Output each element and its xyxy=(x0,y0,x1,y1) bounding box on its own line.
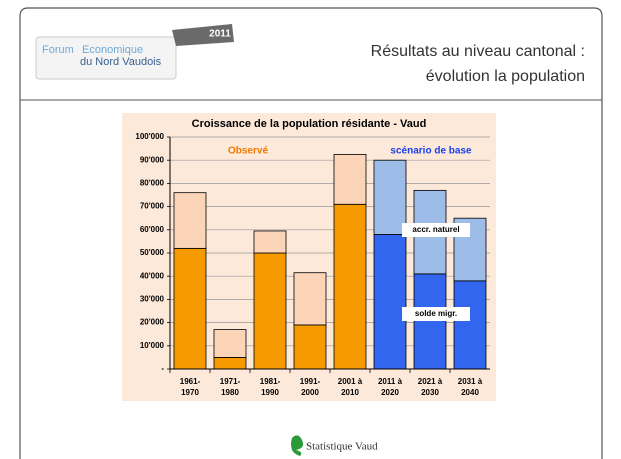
y-tick-label: 50'000 xyxy=(140,248,165,257)
y-tick-label: 60'000 xyxy=(140,225,165,234)
footer-text: Statistique Vaud xyxy=(306,441,378,453)
y-tick-label: 70'000 xyxy=(140,202,165,211)
logo: 2011 Forum Economique du Nord Vaudois xyxy=(35,24,234,80)
slide-frame xyxy=(19,7,603,459)
y-tick-label: 10'000 xyxy=(140,341,165,350)
bar-segment xyxy=(173,247,207,370)
bar-segment xyxy=(173,192,207,249)
y-tick-label: 90'000 xyxy=(140,155,165,164)
logo-text: du Nord Vaudois xyxy=(80,56,162,68)
x-tick-label: 2011 à 2020 xyxy=(378,377,403,397)
x-tick-label: 1971-1980 xyxy=(220,377,241,397)
bar-segment xyxy=(293,324,327,370)
logo-box xyxy=(35,36,177,80)
bar-segment xyxy=(253,230,287,254)
bar-segment xyxy=(293,272,327,326)
bar-segment xyxy=(333,153,367,205)
x-tick-label: 1991-2000 xyxy=(300,377,321,397)
x-tick-label: 1961-1970 xyxy=(180,377,201,397)
x-tick-label: 2031 à 2040 xyxy=(458,377,483,397)
logo-text: Economique xyxy=(82,44,143,56)
y-tick-label: 100'000 xyxy=(135,132,164,141)
bar-segment xyxy=(453,280,487,370)
series-label-box xyxy=(402,223,470,237)
footer: Statistique Vaud xyxy=(291,435,378,456)
series-label: solde migr. xyxy=(415,309,457,318)
logo-text: Forum xyxy=(42,44,74,56)
logo-badge xyxy=(172,24,234,46)
footer-logo xyxy=(291,435,304,456)
annotation: Observé xyxy=(228,146,268,157)
series-label-box xyxy=(402,307,470,321)
bar-segment xyxy=(373,159,407,235)
logo-edition: 2011 xyxy=(209,29,231,40)
annotation: scénario de base xyxy=(390,146,472,157)
series-label: accr. naturel xyxy=(412,225,459,234)
slide-title: évolution la population xyxy=(426,68,585,85)
y-tick-label: - xyxy=(161,364,164,373)
x-tick-label: 2021 à 2030 xyxy=(418,377,443,397)
x-tick-label: 2001 à 2010 xyxy=(338,377,363,397)
bar-segment xyxy=(213,356,247,370)
y-tick-label: 40'000 xyxy=(140,271,165,280)
y-tick-label: 30'000 xyxy=(140,295,165,304)
bar-segment xyxy=(373,234,407,370)
chart: Croissance de la population résidante - … xyxy=(122,113,496,401)
y-tick-label: 80'000 xyxy=(140,179,165,188)
x-tick-label: 1981-1990 xyxy=(260,377,281,397)
bar-segment xyxy=(213,329,247,358)
bar-segment xyxy=(413,273,447,370)
bar-segment xyxy=(253,252,287,370)
bar-segment xyxy=(333,203,367,370)
y-tick-label: 20'000 xyxy=(140,318,165,327)
slide-title: Résultats au niveau cantonal : xyxy=(371,43,585,60)
chart-title: Croissance de la population résidante - … xyxy=(192,118,427,130)
